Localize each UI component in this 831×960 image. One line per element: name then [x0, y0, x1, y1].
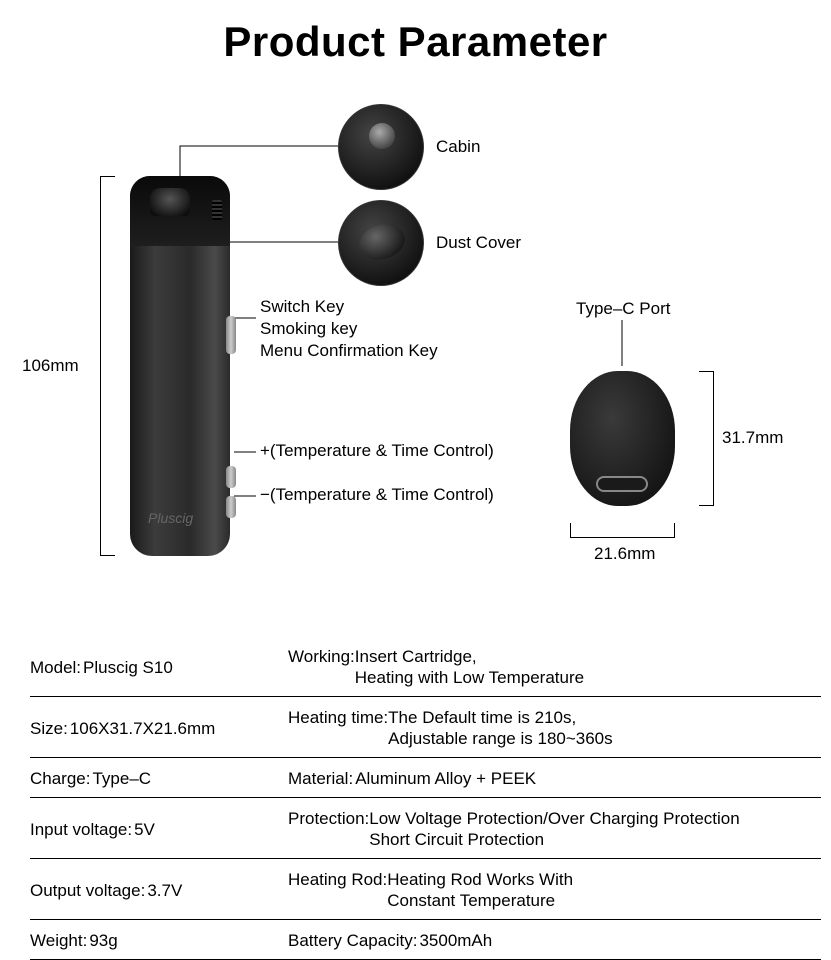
device-front: Pluscig [130, 176, 230, 556]
spec-value: Heating Rod Works WithConstant Temperatu… [387, 869, 573, 911]
spec-label: Battery Capacity: [288, 930, 417, 951]
spec-left: Charge: Type–C [30, 768, 288, 789]
callout-line: Smoking key [260, 318, 438, 340]
spec-row: Model: Pluscig S10Working: Insert Cartri… [30, 636, 821, 697]
dim-depth-label: 31.7mm [722, 428, 783, 448]
spec-row: Charge: Type–CMaterial: Aluminum Alloy +… [30, 758, 821, 798]
cartridge-slot [150, 188, 190, 216]
spec-right: Protection: Low Voltage Protection/Over … [288, 808, 821, 850]
callout-plus: +(Temperature & Time Control) [260, 440, 494, 462]
spec-right: Battery Capacity: 3500mAh [288, 930, 821, 951]
spec-value: Pluscig S10 [83, 657, 173, 678]
spec-label: Heating time: [288, 707, 388, 728]
spec-value: The Default time is 210s,Adjustable rang… [388, 707, 612, 749]
spec-table: Model: Pluscig S10Working: Insert Cartri… [30, 636, 821, 960]
callout-typec: Type–C Port [576, 298, 671, 320]
device-logo: Pluscig [148, 510, 193, 526]
spec-value: Insert Cartridge,Heating with Low Temper… [355, 646, 584, 688]
spec-left: Size: 106X31.7X21.6mm [30, 707, 288, 749]
spec-value: 93g [89, 930, 117, 951]
spec-value: 3500mAh [419, 930, 492, 951]
cabin-detail-icon [338, 104, 424, 190]
spec-value: 5V [134, 819, 155, 840]
spec-left: Input voltage: 5V [30, 808, 288, 850]
spec-label: Charge: [30, 768, 90, 789]
callout-minus: −(Temperature & Time Control) [260, 484, 494, 506]
spec-label: Output voltage: [30, 880, 145, 901]
spec-label: Protection: [288, 808, 369, 829]
spec-value: Low Voltage Protection/Over Charging Pro… [369, 808, 739, 850]
dim-height-label: 106mm [22, 356, 79, 376]
callout-line: Menu Confirmation Key [260, 340, 438, 362]
dust-cover-detail-icon [338, 200, 424, 286]
spec-label: Input voltage: [30, 819, 132, 840]
spec-value: Type–C [92, 768, 151, 789]
spec-left: Weight: 93g [30, 930, 288, 951]
usb-c-port-icon [596, 476, 648, 492]
spec-left: Model: Pluscig S10 [30, 646, 288, 688]
callout-cabin: Cabin [436, 136, 480, 158]
spec-right: Heating Rod: Heating Rod Works WithConst… [288, 869, 821, 911]
spec-label: Weight: [30, 930, 87, 951]
plus-key [226, 466, 236, 488]
spec-value: 3.7V [147, 880, 182, 901]
spec-label: Size: [30, 718, 68, 739]
spec-right: Material: Aluminum Alloy + PEEK [288, 768, 821, 789]
device-top-cap [130, 176, 230, 246]
spec-row: Output voltage: 3.7VHeating Rod: Heating… [30, 859, 821, 920]
minus-key [226, 496, 236, 518]
spec-left: Output voltage: 3.7V [30, 869, 288, 911]
diagram-area: Pluscig 106mm Cabin Dust Cover Switch Ke… [0, 66, 831, 626]
callout-line: Switch Key [260, 296, 438, 318]
width-bracket [570, 524, 675, 538]
height-bracket [100, 176, 120, 556]
page-title: Product Parameter [0, 0, 831, 66]
callout-dust-cover: Dust Cover [436, 232, 521, 254]
switch-key [226, 316, 236, 354]
spec-label: Model: [30, 657, 81, 678]
spec-value: 106X31.7X21.6mm [70, 718, 216, 739]
spec-right: Heating time: The Default time is 210s,A… [288, 707, 821, 749]
spec-label: Heating Rod: [288, 869, 387, 890]
spec-label: Material: [288, 768, 353, 789]
spec-label: Working: [288, 646, 355, 667]
callout-switch-key: Switch Key Smoking key Menu Confirmation… [260, 296, 438, 362]
spec-row: Size: 106X31.7X21.6mmHeating time: The D… [30, 697, 821, 758]
spec-row: Input voltage: 5VProtection: Low Voltage… [30, 798, 821, 859]
dim-width-label: 21.6mm [594, 544, 655, 564]
device-bottom-view [570, 371, 675, 506]
vent-grille [212, 200, 222, 220]
depth-bracket [700, 371, 714, 506]
spec-row: Weight: 93gBattery Capacity: 3500mAh [30, 920, 821, 960]
spec-value: Aluminum Alloy + PEEK [355, 768, 536, 789]
spec-right: Working: Insert Cartridge,Heating with L… [288, 646, 821, 688]
